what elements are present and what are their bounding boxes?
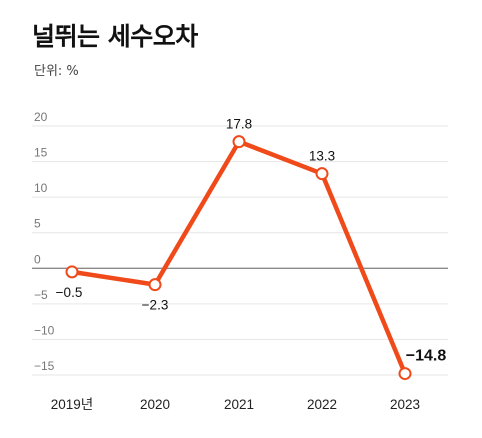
gridlines <box>32 125 448 376</box>
x-tick-label: 2022 <box>307 397 337 412</box>
data-point-marker <box>315 167 329 181</box>
y-tick-label: −5 <box>34 288 48 302</box>
data-point-marker <box>148 278 162 292</box>
data-point-marker <box>398 367 412 381</box>
y-tick-label: −10 <box>34 323 55 337</box>
data-point-marker <box>232 135 246 149</box>
markers-layer <box>65 135 412 381</box>
x-tick-label: 2023 <box>390 397 420 412</box>
y-tick-label: 10 <box>34 181 48 195</box>
data-labels-layer: −0.5 −2.3 17.8 13.3 −14.8 <box>56 117 447 365</box>
y-tick-label: 5 <box>34 217 41 231</box>
chart-title: 널뛰는 세수오차 <box>32 22 198 51</box>
unit-label: 단위: % <box>34 64 79 79</box>
data-label: 17.8 <box>226 117 252 132</box>
y-tick-label: 0 <box>34 252 41 266</box>
x-axis-ticks: 2019년 2020 2021 2022 2023 <box>51 397 420 412</box>
y-tick-label: 20 <box>34 110 48 124</box>
series-line-layer <box>69 139 408 376</box>
y-tick-label: 15 <box>34 146 48 160</box>
data-label: −0.5 <box>56 285 83 300</box>
x-tick-label: 2019년 <box>51 397 93 412</box>
x-tick-label: 2020 <box>140 397 170 412</box>
data-label: −14.8 <box>406 348 447 365</box>
x-tick-label: 2021 <box>224 397 254 412</box>
y-tick-label: −15 <box>34 359 55 373</box>
data-label: 13.3 <box>309 149 335 164</box>
data-label: −2.3 <box>142 298 169 313</box>
data-point-marker <box>65 265 79 279</box>
y-axis-ticks: 20 15 10 5 0 −5 −10 −15 <box>34 110 55 373</box>
series-line <box>69 139 408 376</box>
